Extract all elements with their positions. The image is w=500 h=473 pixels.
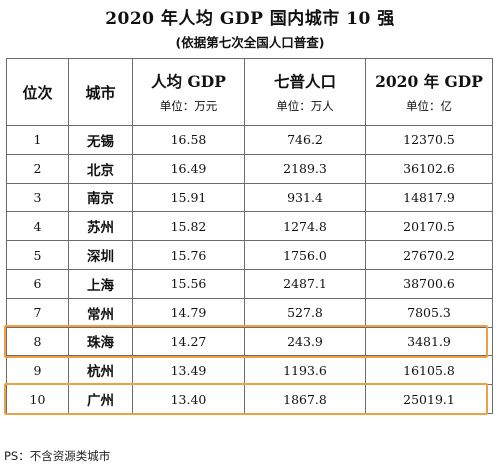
header-gdp-label: 2020 年 GDP [375,72,483,91]
rank-cell: 10 [6,384,69,414]
footnote: PS：不含资源类城市 [4,449,111,463]
table-title: 2020 年人均 GDP 国内城市 10 强 [105,9,395,29]
header-rank-label: 位次 [22,83,53,102]
city-cell: 上海 [68,268,133,299]
city-cell: 苏州 [68,211,133,242]
city-cell: 南京 [68,182,133,213]
rank-cell: 9 [6,355,69,386]
rank-cell: 2 [6,153,69,184]
rank-cell: 6 [6,268,69,299]
gdp-per-capita-cell: 16.58 [132,125,245,155]
population-cell: 243.9 [244,326,366,357]
gdp-cell: 12370.5 [365,125,493,155]
population-cell: 2487.1 [244,268,366,299]
header-city-label: 城市 [85,83,116,102]
rank-cell: 8 [6,326,69,357]
gdp-cell: 16105.8 [365,355,493,386]
gdp-cell: 14817.9 [365,182,493,213]
header-rank: 位次 [6,58,69,126]
gdp-per-capita-cell: 14.79 [132,297,245,328]
gdp-per-capita-cell: 13.49 [132,355,245,386]
header-gdp: 2020 年 GDP 单位：亿 [365,58,493,126]
population-cell: 931.4 [244,182,366,213]
rank-cell: 3 [6,182,69,213]
table-row: 9 杭州 13.49 1193.6 16105.8 [6,355,493,386]
population-cell: 2189.3 [244,153,366,184]
gdp-per-capita-cell: 13.40 [132,384,245,414]
gdp-per-capita-cell: 15.82 [132,211,245,242]
table-row: 2 北京 16.49 2189.3 36102.6 [6,153,493,184]
city-cell: 常州 [68,297,133,328]
gdp-per-capita-cell: 15.56 [132,268,245,299]
gdp-per-capita-cell: 16.49 [132,153,245,184]
table-row: 8 珠海 14.27 243.9 3481.9 [6,326,493,357]
table-row: 3 南京 15.91 931.4 14817.9 [6,182,493,213]
table-row: 7 常州 14.79 527.8 7805.3 [6,297,493,328]
population-cell: 746.2 [244,125,366,155]
rank-cell: 4 [6,211,69,242]
city-cell: 杭州 [68,355,133,386]
gdp-cell: 20170.5 [365,211,493,242]
header-gdp-unit: 单位：亿 [406,99,452,113]
gdp-cell: 38700.6 [365,268,493,299]
gdp-cell: 27670.2 [365,240,493,270]
gdp-per-capita-cell: 14.27 [132,326,245,357]
city-cell: 无锡 [68,125,133,155]
population-cell: 1867.8 [244,384,366,414]
table-row: 1 无锡 16.58 746.2 12370.5 [6,125,493,155]
rank-cell: 5 [6,240,69,270]
header-population: 七普人口 单位：万人 [244,58,366,126]
table-row: 10 广州 13.40 1867.8 25019.1 [6,384,493,414]
city-cell: 广州 [68,384,133,414]
gdp-cell: 36102.6 [365,153,493,184]
header-population-unit: 单位：万人 [276,99,334,113]
table-row: 4 苏州 15.82 1274.8 20170.5 [6,211,493,242]
city-cell: 北京 [68,153,133,184]
city-cell: 深圳 [68,240,133,270]
gdp-cell: 7805.3 [365,297,493,328]
population-cell: 1193.6 [244,355,366,386]
ranking-table: 位次 城市 人均 GDP 单位：万元 七普人口 单位：万人 2020 年 GDP… [6,58,493,414]
table-row: 6 上海 15.56 2487.1 38700.6 [6,268,493,299]
gdp-cell: 3481.9 [365,326,493,357]
city-cell: 珠海 [68,326,133,357]
table-subtitle: (依据第七次全国人口普查) [175,35,325,50]
population-cell: 1274.8 [244,211,366,242]
rank-cell: 7 [6,297,69,328]
table-row: 5 深圳 15.76 1756.0 27670.2 [6,240,493,270]
header-gdp-per-capita-label: 人均 GDP [151,72,226,91]
rank-cell: 1 [6,125,69,155]
table-body: 1 无锡 16.58 746.2 12370.5 2 北京 16.49 2189.3 36102.… [6,125,493,414]
header-city: 城市 [68,58,133,126]
header-gdp-per-capita: 人均 GDP 单位：万元 [132,58,245,126]
gdp-per-capita-cell: 15.76 [132,240,245,270]
gdp-per-capita-cell: 15.91 [132,182,245,213]
population-cell: 527.8 [244,297,366,328]
gdp-cell: 25019.1 [365,384,493,414]
header-population-label: 七普人口 [273,72,336,91]
population-cell: 1756.0 [244,240,366,270]
header-row: 位次 城市 人均 GDP 单位：万元 七普人口 单位：万人 2020 年 GDP… [6,58,493,126]
header-gdp-per-capita-unit: 单位：万元 [159,99,218,113]
